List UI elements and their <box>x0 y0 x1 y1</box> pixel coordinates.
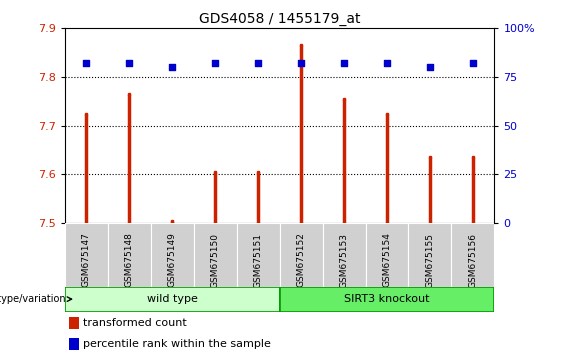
Bar <box>151 223 194 287</box>
Bar <box>65 223 108 287</box>
Text: wild type: wild type <box>147 294 198 304</box>
Point <box>254 61 263 66</box>
Point <box>125 61 134 66</box>
Point <box>82 61 91 66</box>
Text: GSM675156: GSM675156 <box>468 233 477 287</box>
Text: transformed count: transformed count <box>83 318 187 327</box>
Bar <box>237 223 280 287</box>
Bar <box>280 223 323 287</box>
Bar <box>408 223 451 287</box>
Bar <box>69 316 79 329</box>
Bar <box>65 287 280 312</box>
Text: GSM675150: GSM675150 <box>211 233 220 287</box>
Text: GSM675152: GSM675152 <box>297 233 306 287</box>
Text: GSM675149: GSM675149 <box>168 233 177 287</box>
Point <box>425 64 434 70</box>
Text: SIRT3 knockout: SIRT3 knockout <box>344 294 430 304</box>
Text: GSM675151: GSM675151 <box>254 233 263 287</box>
Bar <box>451 223 494 287</box>
Point <box>383 61 392 66</box>
Point <box>168 64 177 70</box>
Text: percentile rank within the sample: percentile rank within the sample <box>83 339 271 349</box>
Text: genotype/variation: genotype/variation <box>0 294 67 304</box>
Point <box>340 61 349 66</box>
Point <box>468 61 477 66</box>
Text: GSM675155: GSM675155 <box>425 233 434 287</box>
Bar <box>280 287 494 312</box>
Bar <box>194 223 237 287</box>
Point <box>211 61 220 66</box>
Text: GSM675148: GSM675148 <box>125 233 134 287</box>
Title: GDS4058 / 1455179_at: GDS4058 / 1455179_at <box>199 12 360 26</box>
Bar <box>366 223 408 287</box>
Text: GSM675147: GSM675147 <box>82 233 91 287</box>
Text: GSM675154: GSM675154 <box>383 233 392 287</box>
Bar <box>323 223 366 287</box>
Bar <box>69 338 79 350</box>
Point <box>297 61 306 66</box>
Text: GSM675153: GSM675153 <box>340 233 349 287</box>
Bar <box>108 223 151 287</box>
